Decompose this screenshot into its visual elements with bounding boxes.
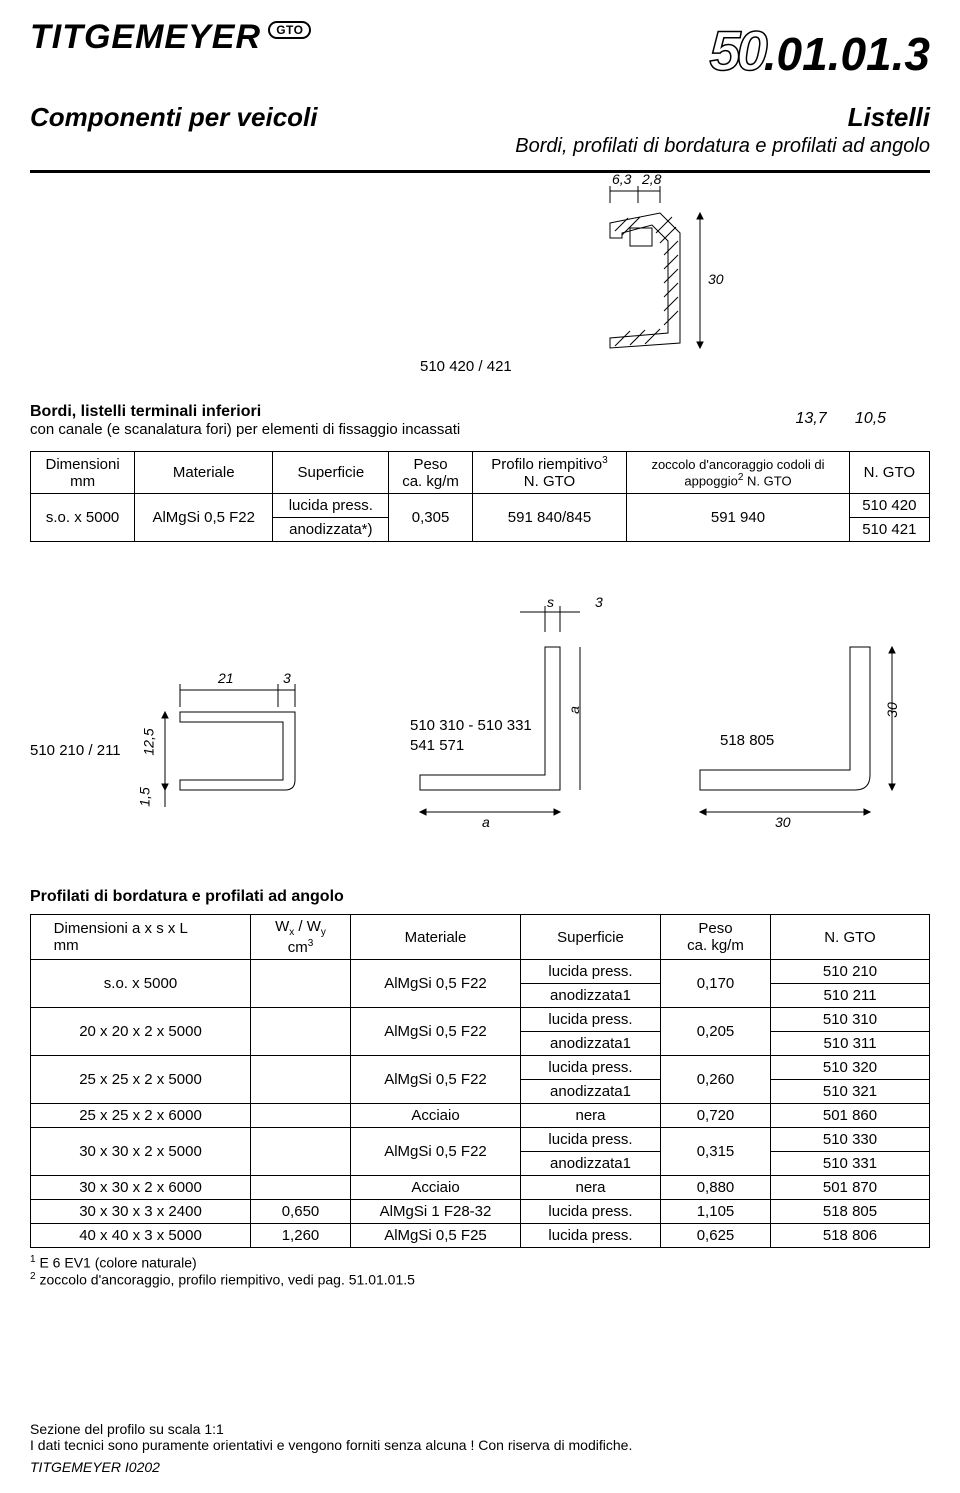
section-profile1: 6,3 2,8 30 510 420 / 421 Bordi, listelli… — [30, 183, 930, 443]
gto-badge: GTO — [268, 21, 311, 39]
dim-30: 30 — [708, 271, 724, 287]
intro-text: Bordi, listelli terminali inferiori con … — [30, 403, 460, 438]
brand-name: TITGEMEYER — [30, 18, 261, 56]
dim-s: s — [547, 594, 554, 610]
t1-surf1: lucida press. — [273, 494, 389, 518]
page-code-big: 50 — [709, 19, 763, 82]
fig-right: 518 805 30 30 — [680, 602, 920, 836]
footnote-1: 1 E 6 EV1 (colore naturale) — [30, 1254, 930, 1271]
subheader-left: Componenti per veicoli — [30, 102, 318, 133]
table-row: 30 x 30 x 3 x 24000,650AlMgSi 1 F28-32lu… — [31, 1200, 930, 1224]
t1-dim: s.o. x 5000 — [31, 494, 135, 542]
dim-30r: 30 — [884, 702, 900, 718]
footnotes: 1 E 6 EV1 (colore naturale) 2 zoccolo d'… — [30, 1254, 930, 1287]
subheader-right-title: Listelli — [515, 102, 930, 133]
figure-profile: 6,3 2,8 30 — [560, 183, 730, 387]
footer-docid: TITGEMEYER I0202 — [30, 1459, 930, 1475]
dim-30b: 30 — [775, 814, 791, 830]
page-code-rest: .01.01.3 — [764, 28, 930, 80]
t2h-surf: Superficie — [521, 915, 661, 960]
profile-svg — [560, 183, 730, 383]
dim-10-5: 10,5 — [843, 410, 898, 428]
t1-gto2: 510 421 — [849, 518, 929, 542]
dim-1-5: 1,5 — [137, 787, 153, 806]
t1-mat: AlMgSi 0,5 F22 — [135, 494, 273, 542]
t2h-peso: Pesoca. kg/m — [661, 915, 771, 960]
mid-pn-a: 510 310 - 510 331 — [410, 717, 532, 734]
footer-l2: I dati tecnici sono puramente orientativ… — [30, 1437, 930, 1453]
dim-6-3: 6,3 — [612, 171, 631, 187]
part-510210: 510 210 / 211 — [30, 742, 121, 759]
part-510420: 510 420 / 421 — [420, 358, 512, 375]
t1h-mat: Materiale — [135, 452, 273, 494]
figure-row: 510 210 / 211 21 3 12,5 1,5 s — [30, 602, 930, 882]
dim-21: 21 — [218, 670, 234, 686]
t1-peso: 0,305 — [389, 494, 472, 542]
bottom-dims: 13,7 10,5 — [784, 410, 898, 428]
dim-13-7: 13,7 — [784, 410, 839, 428]
t2-head: Dimensioni a x s x L mm Wx / Wycm3 Mater… — [31, 915, 930, 960]
table2-title: Profilati di bordatura e profilati ad an… — [30, 888, 930, 906]
t1-gto1: 510 420 — [849, 494, 929, 518]
t1-riemp: 591 840/845 — [472, 494, 627, 542]
dim-12-5: 12,5 — [141, 728, 157, 755]
dim-a-side: a — [566, 706, 582, 714]
table1-head: Dimensionimm Materiale Superficie Pesoca… — [31, 452, 930, 494]
fig-left: 510 210 / 211 21 3 12,5 1,5 — [40, 672, 300, 836]
table-row: 30 x 30 x 2 x 6000Acciaionera0,880501 87… — [31, 1176, 930, 1200]
sub-header: Componenti per veicoli Listelli Bordi, p… — [30, 102, 930, 158]
subheader-right: Listelli Bordi, profilati di bordatura e… — [515, 102, 930, 158]
dim-3a: 3 — [283, 670, 291, 686]
t1-surf2: anodizzata*) — [273, 518, 389, 542]
t1h-zocc: zoccolo d'ancoraggio codoli diappoggio2 … — [627, 452, 849, 494]
t2h-gto: N. GTO — [771, 915, 930, 960]
footnote-2: 2 zoccolo d'ancoraggio, profilo riempiti… — [30, 1271, 930, 1288]
footer-l1: Sezione del profilo su scala 1:1 — [30, 1421, 930, 1437]
section-lprofiles: 510 210 / 211 21 3 12,5 1,5 s — [30, 602, 930, 882]
fig-mid: s 3 a 510 310 - 510 331 541 571 a — [400, 602, 620, 836]
dim-2-8: 2,8 — [642, 171, 661, 187]
page-footer: Sezione del profilo su scala 1:1 I dati … — [30, 1421, 930, 1475]
intro-bold: Bordi, listelli terminali inferiori — [30, 403, 460, 421]
table-row: 40 x 40 x 3 x 50001,260AlMgSi 0,5 F25luc… — [31, 1224, 930, 1248]
table-row: 25 x 25 x 2 x 5000AlMgSi 0,5 F22lucida p… — [31, 1056, 930, 1080]
table-row: s.o. x 5000AlMgSi 0,5 F22lucida press.0,… — [31, 960, 930, 984]
part-518805: 518 805 — [720, 732, 774, 749]
t2h-dim: Dimensioni a x s x L mm — [31, 915, 251, 960]
t2h-w: Wx / Wycm3 — [251, 915, 351, 960]
intro-normal: con canale (e scanalatura fori) per elem… — [30, 421, 460, 438]
mid-pn-b: 541 571 — [410, 737, 464, 754]
page-code: 50.01.01.3 — [709, 18, 930, 83]
subheader-right-desc: Bordi, profilati di bordatura e profilat… — [515, 135, 930, 158]
t1h-riemp: Profilo riempitivo3N. GTO — [472, 452, 627, 494]
t1h-dim: Dimensionimm — [31, 452, 135, 494]
table-row: 25 x 25 x 2 x 6000Acciaionera0,720501 86… — [31, 1104, 930, 1128]
dim-a-bottom: a — [482, 814, 490, 830]
table-row: 20 x 20 x 2 x 5000AlMgSi 0,5 F22lucida p… — [31, 1008, 930, 1032]
header-rule — [30, 170, 930, 173]
t2h-mat: Materiale — [351, 915, 521, 960]
dim-s3: 3 — [595, 594, 603, 610]
page-header: TITGEMEYER GTO 50.01.01.3 — [30, 18, 930, 98]
t1h-surf: Superficie — [273, 452, 389, 494]
table-spec1: Dimensionimm Materiale Superficie Pesoca… — [30, 451, 930, 542]
t1h-gto: N. GTO — [849, 452, 929, 494]
table-spec2: Dimensioni a x s x L mm Wx / Wycm3 Mater… — [30, 914, 930, 1248]
section-table2: Profilati di bordatura e profilati ad an… — [30, 888, 930, 1287]
table-row: 30 x 30 x 2 x 5000AlMgSi 0,5 F22lucida p… — [31, 1128, 930, 1152]
t1-zocc: 591 940 — [627, 494, 849, 542]
t1h-peso: Pesoca. kg/m — [389, 452, 472, 494]
table1-row1: s.o. x 5000 AlMgSi 0,5 F22 lucida press.… — [31, 494, 930, 518]
